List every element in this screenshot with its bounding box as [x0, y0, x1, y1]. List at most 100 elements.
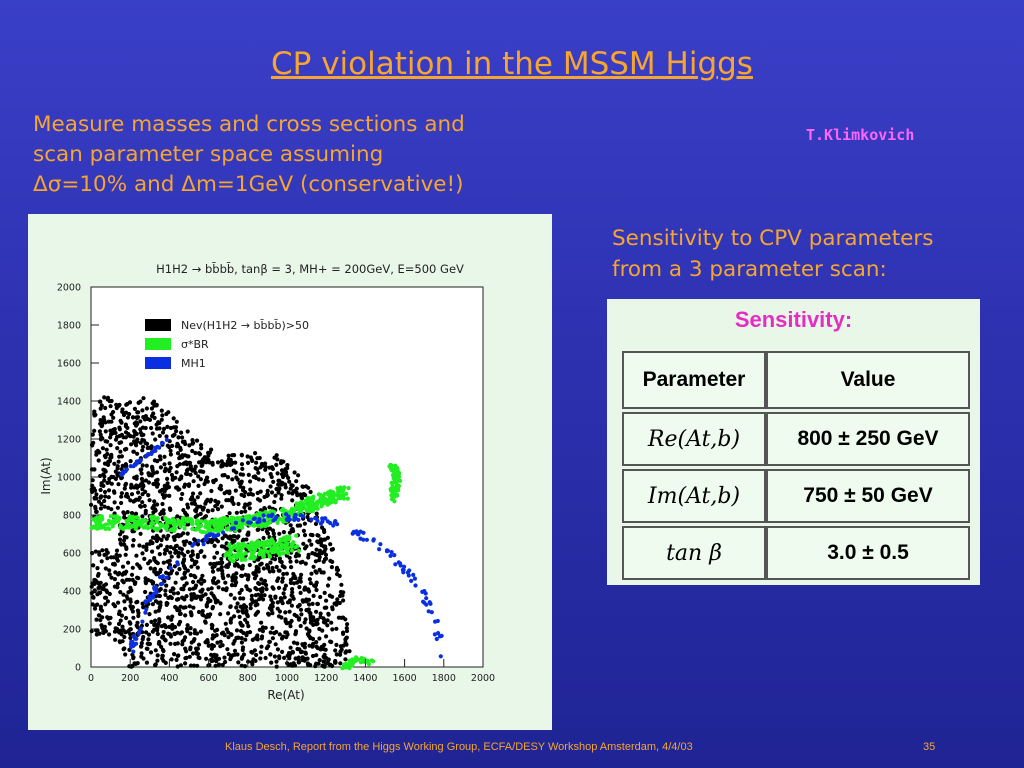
point-nev: [226, 652, 231, 657]
point-nev: [107, 568, 112, 573]
point-nev: [312, 551, 317, 556]
point-nev: [259, 644, 264, 649]
point-nev: [270, 565, 275, 571]
point-nev: [279, 459, 284, 464]
point-mh1: [331, 523, 336, 528]
point-nev: [270, 625, 275, 630]
point-nev: [228, 604, 233, 609]
point-sigma-br: [194, 520, 199, 525]
point-sigma-br: [164, 517, 169, 522]
point-sigma-br: [278, 517, 283, 522]
point-nev: [173, 550, 178, 555]
point-nev: [199, 581, 204, 586]
point-mh1: [402, 564, 407, 569]
sensitivity-line: from a 3 parameter scan:: [612, 257, 887, 282]
point-mh1: [140, 619, 145, 624]
point-nev: [248, 606, 253, 611]
point-nev: [199, 443, 204, 448]
point-nev: [314, 619, 319, 624]
point-mh1: [157, 574, 162, 580]
point-nev: [93, 603, 98, 608]
point-nev: [195, 565, 200, 570]
point-nev: [199, 446, 204, 451]
point-nev: [239, 656, 244, 661]
point-sigma-br: [261, 543, 266, 549]
point-nev: [219, 459, 224, 464]
point-sigma-br: [228, 518, 233, 524]
point-nev: [341, 598, 346, 603]
point-mh1: [315, 518, 320, 523]
point-nev: [156, 593, 161, 598]
point-nev: [130, 652, 135, 657]
point-nev: [122, 634, 127, 640]
point-nev: [338, 589, 343, 595]
point-nev: [276, 614, 282, 619]
point-nev: [248, 479, 253, 484]
point-nev: [141, 438, 147, 443]
point-nev: [298, 576, 303, 581]
point-nev: [295, 523, 300, 528]
point-nev: [172, 564, 177, 569]
point-nev: [89, 629, 94, 634]
point-nev: [292, 470, 297, 475]
point-nev: [198, 597, 204, 602]
point-nev: [186, 454, 191, 459]
point-nev: [143, 425, 148, 431]
point-nev: [210, 578, 216, 583]
point-nev: [304, 597, 309, 602]
point-nev: [177, 567, 182, 572]
point-nev: [102, 552, 107, 557]
point-sigma-br: [241, 541, 246, 546]
point-nev: [239, 640, 244, 645]
point-nev: [138, 467, 143, 472]
point-nev: [334, 626, 339, 631]
point-nev: [184, 626, 190, 631]
point-nev: [123, 630, 128, 635]
point-mh1: [136, 629, 142, 635]
point-nev: [332, 601, 337, 606]
point-nev: [218, 601, 223, 606]
point-nev: [183, 453, 188, 458]
point-nev: [117, 537, 123, 542]
point-nev: [246, 530, 251, 535]
point-nev: [255, 467, 260, 472]
point-nev: [92, 428, 97, 433]
x-tick-label: 200: [121, 673, 139, 684]
point-nev: [303, 561, 308, 566]
point-nev: [232, 538, 237, 544]
point-nev: [250, 458, 255, 463]
point-nev: [236, 564, 241, 569]
point-nev: [274, 664, 279, 669]
point-nev: [193, 514, 198, 519]
point-nev: [198, 491, 203, 496]
x-tick-label: 800: [239, 673, 257, 684]
point-nev: [97, 552, 102, 557]
point-sigma-br: [315, 501, 320, 506]
point-nev: [130, 609, 135, 614]
point-nev: [230, 495, 235, 500]
point-nev: [248, 487, 253, 492]
point-nev: [314, 587, 319, 593]
point-nev: [104, 461, 110, 466]
point-nev: [130, 543, 135, 548]
point-nev: [170, 586, 175, 591]
y-tick-label: 1600: [57, 359, 81, 370]
point-nev: [303, 617, 308, 622]
point-nev: [268, 560, 273, 565]
point-nev: [164, 602, 169, 607]
intro-line: Measure masses and cross sections and: [33, 112, 465, 137]
point-nev: [245, 630, 250, 635]
point-sigma-br: [274, 548, 279, 553]
point-nev: [254, 611, 259, 616]
point-sigma-br: [277, 540, 282, 545]
point-nev: [115, 505, 120, 510]
point-nev: [144, 622, 149, 627]
point-nev: [186, 483, 191, 488]
point-nev: [329, 565, 334, 570]
point-sigma-br: [114, 517, 119, 522]
point-nev: [102, 583, 107, 588]
point-nev: [136, 613, 141, 619]
point-nev: [295, 493, 300, 498]
point-nev: [198, 511, 203, 516]
point-nev: [120, 407, 125, 412]
